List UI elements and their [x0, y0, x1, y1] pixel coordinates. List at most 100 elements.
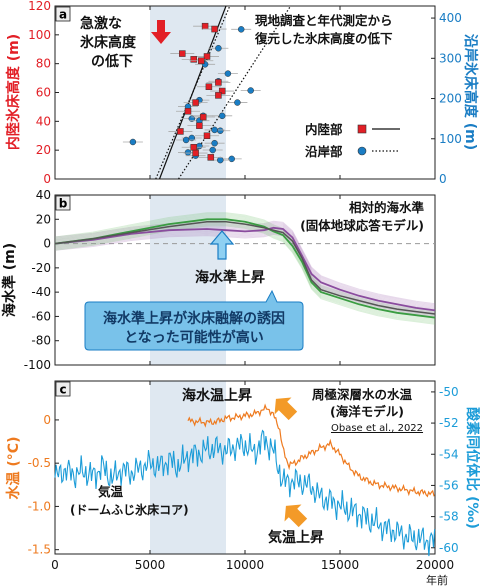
panel-b-axes: -100 -80 -60 -40 -20 0 20 40: [24, 188, 436, 372]
air-warming-label: 気温上昇: [268, 529, 324, 546]
panel-a-annotation-line3: の低下: [91, 53, 133, 70]
x-tick-label: 0: [51, 558, 59, 572]
c-right-tick-label: -54: [439, 447, 459, 461]
b-tick-label: 0: [43, 237, 51, 251]
legend-inland-marker: [357, 124, 367, 134]
a-right-tick-label: 100: [439, 132, 462, 146]
air-temperature-line: [54, 429, 436, 557]
air-series-label-line2: (ドームふじ氷床コア): [70, 502, 189, 517]
purple-line: [54, 226, 436, 312]
green-ensemble-line: [54, 222, 436, 322]
panel-b-letter: b: [59, 197, 68, 211]
coastal-point: [211, 139, 218, 147]
inland-point: [190, 144, 197, 151]
purple-ensemble-line: [54, 225, 436, 309]
coastal-point: [184, 149, 192, 156]
panel-b-model-label-line2: (固体地球応答モデル): [300, 218, 424, 233]
panel-b-rise-label: 海水準上昇: [195, 269, 265, 286]
panel-c-lines: [54, 403, 436, 557]
purple-ensemble-line: [54, 229, 436, 314]
inland-point: [215, 79, 222, 86]
inland-point: [198, 57, 205, 65]
panel-b: -100 -80 -60 -40 -20 0 20 40 b 相対的海水準 (固体地球応答モデ…: [1, 188, 436, 372]
legend-inland-label: 内陸部: [305, 122, 343, 137]
ocean-series-label-line1: 周極深層水の水温: [312, 387, 413, 402]
rapid-decline-arrow-icon: [151, 20, 171, 44]
purple-ensemble-line: [54, 221, 436, 306]
citation: Obase et al., 2022: [331, 423, 423, 434]
panel-a-description-line1: 現地調査と年代測定から: [255, 13, 393, 28]
panel-b-lines: [54, 218, 436, 319]
panel-a-axes: 0 20 40 60 80 100 120 0 100 200 300 400: [28, 0, 462, 186]
panel-b-letter-box: [55, 195, 71, 211]
air-series-label-line1: 気温: [98, 484, 124, 499]
x-tick-label: 20000: [416, 558, 454, 572]
a-left-tick-label: 120: [28, 0, 51, 13]
panel-a-description-line2: 復元した氷床高度の低下: [254, 31, 393, 46]
panel-c-letter: c: [59, 383, 66, 397]
a-left-tick-label: 20: [36, 143, 51, 157]
coastal-point: [217, 156, 224, 164]
coastal-point: [188, 134, 196, 142]
callout-line1: 海水準上昇が氷床融解の誘因: [103, 310, 285, 327]
a-right-tick-label: 300: [439, 51, 462, 65]
a-left-tick-label: 100: [28, 28, 51, 42]
panel-a-trendlines: [155, 5, 292, 180]
inland-point: [177, 128, 184, 135]
coastal-point: [211, 126, 218, 134]
legend-coastal-marker: [357, 146, 367, 156]
coastal-point: [224, 70, 232, 77]
panel-a-letter: a: [59, 8, 67, 22]
panel-c: 0 -0.5 -1.0 -1.5 -50 -52 -54 -56 -58 -60 0 5000 1000…: [5, 380, 480, 587]
coastal-point: [237, 26, 245, 33]
a-left-tick-label: 80: [36, 57, 51, 71]
legend-coastal-label: 沿岸部: [304, 144, 343, 159]
inland-point: [184, 107, 192, 115]
coastal-point: [209, 146, 216, 154]
panel-c-left-axis-title: 水温 (°C): [5, 437, 22, 500]
panel-c-right-axis-title: 酸素同位体比 (‰): [464, 407, 480, 529]
panel-a-left-axis-title: 内陸氷床高度 (m): [5, 34, 22, 150]
inland-point: [203, 53, 211, 60]
green-ensemble-line: [54, 216, 436, 316]
inland-point: [201, 22, 209, 30]
panel-a-annotation-line2: 氷床高度: [80, 34, 137, 51]
panel-b-axis-title: 海水準 (m): [1, 243, 18, 317]
sea-level-rise-arrow-icon: [209, 230, 235, 260]
b-tick-label: -20: [31, 261, 51, 275]
callout-line2: となった可能性が高い: [124, 329, 264, 346]
coastal-point: [182, 136, 190, 144]
x-tick-label: 15000: [321, 558, 359, 572]
inland-point: [199, 113, 207, 121]
panel-c-letter-box: [55, 381, 71, 397]
b-tick-label: -80: [31, 334, 51, 348]
coastal-trendline: [177, 5, 292, 180]
inland-point: [218, 87, 226, 95]
inland-point: [192, 149, 199, 157]
inland-point: [192, 99, 199, 106]
x-tick-label: 10000: [226, 558, 264, 572]
a-right-tick-label: 200: [439, 92, 462, 106]
panel-a-right-axis-title: 沿岸氷床高度 (m): [462, 34, 479, 150]
panel-c-axes: 0 -0.5 -1.0 -1.5 -50 -52 -54 -56 -58 -60 0 5000 1000…: [28, 381, 459, 572]
c-right-tick-label: -58: [439, 510, 459, 524]
ocean-series-label-line2: (海洋モデル): [330, 404, 404, 419]
a-right-tick-label: 400: [439, 11, 462, 25]
green-ensemble-line: [54, 213, 436, 313]
x-axis-title: 年前: [426, 573, 448, 587]
panel-a-letter-box: [55, 6, 71, 22]
c-right-tick-label: -56: [439, 478, 459, 492]
panel-a-legend: 内陸部 沿岸部: [304, 122, 400, 159]
panel-a-points: [122, 22, 261, 164]
panel-b-model-label-line1: 相対的海水準: [349, 200, 425, 215]
inland-point: [215, 92, 222, 99]
purple-ensemble-line: [54, 223, 436, 308]
panel-a-annotation-line1: 急激な: [80, 15, 122, 32]
coastal-point: [217, 127, 224, 134]
green-ensemble-line: [54, 224, 436, 324]
green-ensemble-line: [54, 223, 436, 323]
inland-point: [211, 25, 218, 33]
coastal-point: [215, 44, 222, 52]
b-tick-label: -100: [24, 358, 51, 372]
